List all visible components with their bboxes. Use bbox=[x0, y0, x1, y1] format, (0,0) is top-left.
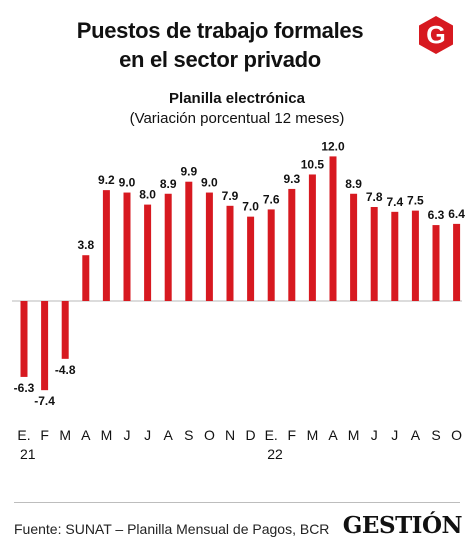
bar-15 bbox=[329, 156, 337, 301]
year-label-1: 22 bbox=[267, 446, 283, 462]
bar-5 bbox=[123, 192, 131, 301]
logo-letter: G bbox=[426, 22, 445, 50]
bar-9 bbox=[205, 192, 213, 301]
value-label-5: 9.0 bbox=[119, 176, 136, 190]
x-tick-label-18: J bbox=[391, 427, 398, 443]
chart-subtitle: Planilla electrónica bbox=[169, 90, 305, 107]
bar-chart: -6.3 E. -7.4 F -4.8 M 3.8 A 9.2 M 9.0 J 8.0 J 8.9 A 9.9 S… bbox=[12, 139, 465, 462]
x-tick-label-9: O bbox=[204, 427, 215, 443]
value-label-19: 7.5 bbox=[407, 194, 424, 208]
x-tick-label-12: E. bbox=[265, 427, 278, 443]
x-tick-label-16: M bbox=[348, 427, 360, 443]
brand-wordmark: GESTIÓN bbox=[342, 512, 463, 539]
x-tick-label-7: A bbox=[164, 427, 174, 443]
value-label-1: -7.4 bbox=[34, 394, 55, 408]
x-tick-label-2: M bbox=[59, 427, 71, 443]
x-tick-label-6: J bbox=[144, 427, 151, 443]
bar-1 bbox=[41, 301, 49, 391]
x-tick-label-10: N bbox=[225, 427, 235, 443]
value-label-18: 7.4 bbox=[386, 195, 403, 209]
value-label-8: 9.9 bbox=[180, 165, 197, 179]
x-tick-label-14: M bbox=[307, 427, 319, 443]
value-label-9: 9.0 bbox=[201, 176, 218, 190]
value-label-7: 8.9 bbox=[160, 177, 177, 191]
value-label-20: 6.3 bbox=[428, 208, 445, 222]
bar-7 bbox=[164, 193, 172, 301]
x-tick-label-17: J bbox=[371, 427, 378, 443]
bar-0 bbox=[20, 301, 28, 377]
footer-divider bbox=[14, 502, 460, 503]
value-label-12: 7.6 bbox=[263, 192, 280, 206]
x-tick-label-13: F bbox=[288, 427, 297, 443]
value-label-13: 9.3 bbox=[283, 172, 300, 186]
x-tick-label-15: A bbox=[328, 427, 338, 443]
bar-10 bbox=[226, 205, 234, 301]
value-label-3: 3.8 bbox=[77, 238, 94, 252]
year-label-0: 21 bbox=[20, 446, 36, 462]
x-tick-label-8: S bbox=[184, 427, 193, 443]
x-tick-label-1: F bbox=[40, 427, 49, 443]
bar-19 bbox=[411, 210, 419, 301]
title-line-1: Puestos de trabajo formales bbox=[76, 18, 364, 43]
value-label-2: -4.8 bbox=[55, 363, 76, 377]
value-label-14: 10.5 bbox=[301, 157, 325, 171]
x-tick-label-19: A bbox=[411, 427, 421, 443]
x-tick-label-5: J bbox=[124, 427, 131, 443]
chart-title: Puestos de trabajo formales en el sector… bbox=[20, 16, 420, 74]
bar-8 bbox=[185, 181, 193, 301]
x-tick-label-21: O bbox=[451, 427, 462, 443]
x-tick-label-3: A bbox=[81, 427, 91, 443]
value-label-16: 8.9 bbox=[345, 177, 362, 191]
bar-14 bbox=[308, 174, 316, 301]
value-label-0: -6.3 bbox=[14, 381, 35, 395]
gestion-logo-icon: G bbox=[419, 16, 453, 54]
value-label-15: 12.0 bbox=[321, 139, 345, 153]
bar-20 bbox=[432, 225, 440, 301]
bar-4 bbox=[102, 190, 110, 301]
value-label-17: 7.8 bbox=[366, 190, 383, 204]
bar-17 bbox=[370, 207, 378, 301]
title-line-2: en el sector privado bbox=[119, 47, 321, 72]
chart-subtitle-units: (Variación porcentual 12 meses) bbox=[129, 110, 345, 127]
bar-6 bbox=[144, 204, 152, 301]
value-label-11: 7.0 bbox=[242, 200, 259, 214]
x-tick-label-4: M bbox=[101, 427, 113, 443]
bar-12 bbox=[267, 209, 275, 301]
bar-16 bbox=[350, 193, 358, 301]
bar-13 bbox=[288, 188, 296, 301]
value-label-6: 8.0 bbox=[139, 188, 156, 202]
value-label-4: 9.2 bbox=[98, 173, 115, 187]
value-label-10: 7.9 bbox=[222, 189, 239, 203]
bar-11 bbox=[247, 216, 255, 301]
bar-21 bbox=[453, 223, 461, 301]
x-tick-label-0: E. bbox=[17, 427, 30, 443]
bar-2 bbox=[61, 301, 69, 359]
bar-18 bbox=[391, 211, 399, 301]
bar-3 bbox=[82, 255, 90, 301]
x-tick-label-20: S bbox=[431, 427, 440, 443]
source-note: Fuente: SUNAT – Planilla Mensual de Pago… bbox=[14, 521, 330, 537]
x-tick-label-11: D bbox=[246, 427, 256, 443]
value-label-21: 6.4 bbox=[448, 207, 465, 221]
